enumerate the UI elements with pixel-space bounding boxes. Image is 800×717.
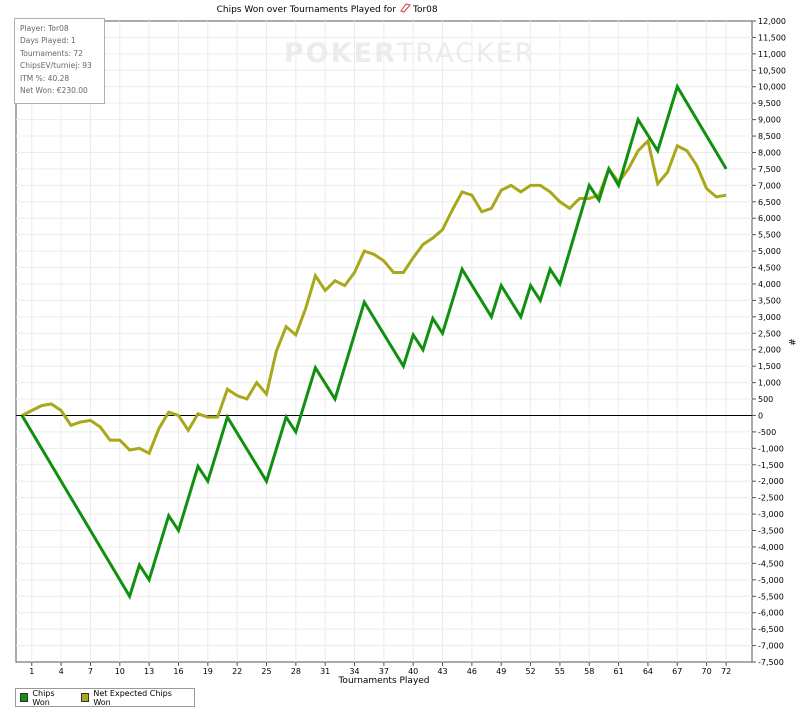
info-player: Player: Tor08 — [20, 24, 69, 33]
x-tick-label: 64 — [643, 667, 653, 676]
x-tick-label: 7 — [88, 667, 93, 676]
x-tick-label: 22 — [232, 667, 242, 676]
legend-swatch-net-expected — [80, 693, 90, 702]
x-tick-label: 4 — [59, 667, 64, 676]
legend: Chips Won Net Expected Chips Won — [15, 688, 195, 707]
y-tick-label: -2,500 — [758, 494, 784, 503]
title-player-icon — [400, 3, 411, 13]
x-tick-label: 55 — [555, 667, 565, 676]
legend-label-net-expected: Net Expected Chips Won — [93, 688, 172, 707]
y-axis-label: # — [786, 338, 796, 346]
x-tick-label: 52 — [525, 667, 535, 676]
x-tick-label: 40 — [408, 667, 418, 676]
x-tick-label: 70 — [702, 667, 712, 676]
info-chips-ev: ChipsEV/turniej: 93 — [20, 61, 92, 71]
y-tick-label: -7,500 — [758, 658, 784, 667]
x-tick-label: 1 — [29, 667, 34, 676]
y-tick-label: 12,000 — [758, 17, 786, 26]
y-tick-label: -1,500 — [758, 461, 784, 470]
y-axis-ticks: -7,500 -7,000 -6,500 -6,000 -5,500 -5,000 -4,5… — [752, 17, 786, 667]
y-tick-label: 3,500 — [758, 296, 781, 305]
y-tick-label: -1,000 — [758, 444, 784, 453]
info-tournaments: Tournaments: 72 — [20, 48, 83, 58]
y-tick-label: -2,000 — [758, 477, 784, 486]
legend-item-chips-won: Chips Won — [20, 689, 71, 707]
info-net-won: Net Won: €230.00 — [20, 86, 88, 96]
x-tick-label: 31 — [320, 667, 330, 676]
y-tick-label: -6,500 — [758, 625, 784, 634]
chart-title: Chips Won over Tournaments Played for — [217, 5, 397, 15]
x-tick-label: 16 — [173, 667, 183, 676]
x-tick-label: 25 — [261, 667, 271, 676]
y-tick-label: -7,000 — [758, 642, 784, 651]
x-tick-label: 61 — [613, 667, 623, 676]
y-tick-label: 2,500 — [758, 329, 781, 338]
y-tick-label: 1,500 — [758, 362, 781, 371]
y-tick-label: -4,000 — [758, 543, 784, 552]
y-tick-label: 8,000 — [758, 148, 781, 157]
y-tick-label: 11,000 — [758, 50, 786, 59]
chart-title-player: Tor08 — [412, 5, 438, 15]
y-tick-label: 9,500 — [758, 99, 781, 108]
y-tick-label: -6,000 — [758, 609, 784, 618]
y-tick-label: 8,500 — [758, 132, 781, 141]
legend-item-net-expected: Net Expected Chips Won — [80, 688, 184, 707]
legend-swatch-chips-won — [20, 693, 29, 702]
y-tick-label: 4,000 — [758, 280, 781, 289]
x-tick-label: 19 — [203, 667, 213, 676]
x-tick-label: 43 — [437, 667, 447, 676]
x-tick-label: 10 — [115, 667, 125, 676]
x-axis-label: Tournaments Played — [337, 676, 429, 686]
series-chips-won-line — [20, 83, 728, 600]
y-tick-label: 10,000 — [758, 83, 786, 92]
y-tick-label: -3,000 — [758, 510, 784, 519]
y-tick-label: -3,500 — [758, 527, 784, 536]
x-tick-label: 46 — [467, 667, 477, 676]
x-tick-label: 72 — [721, 667, 731, 676]
y-tick-label: 0 — [758, 411, 763, 420]
x-tick-label: 49 — [496, 667, 506, 676]
y-tick-label: 3,000 — [758, 313, 781, 322]
series-lines — [20, 83, 728, 600]
x-tick-label: 13 — [144, 667, 154, 676]
y-tick-label: -500 — [758, 428, 776, 437]
x-tick-label: 37 — [379, 667, 389, 676]
legend-label-chips-won: Chips Won — [32, 688, 55, 707]
y-tick-label: 5,500 — [758, 231, 781, 240]
y-tick-label: 6,500 — [758, 198, 781, 207]
y-tick-label: 9,000 — [758, 116, 781, 125]
y-tick-label: 6,000 — [758, 214, 781, 223]
y-tick-label: -4,500 — [758, 559, 784, 568]
x-tick-label: 28 — [291, 667, 301, 676]
y-tick-label: 7,000 — [758, 181, 781, 190]
grid-lines — [16, 21, 752, 662]
x-tick-label: 34 — [349, 667, 359, 676]
y-tick-label: 10,500 — [758, 66, 786, 75]
y-tick-label: 7,500 — [758, 165, 781, 174]
y-tick-label: 5,000 — [758, 247, 781, 256]
y-tick-label: 1,000 — [758, 379, 781, 388]
y-tick-label: 2,000 — [758, 346, 781, 355]
y-tick-label: 11,500 — [758, 33, 786, 42]
pokertracker-watermark-logo: POKERTRACKER — [284, 38, 536, 69]
y-tick-label: 500 — [758, 395, 773, 404]
y-tick-label: 4,500 — [758, 264, 781, 273]
x-tick-label: 67 — [672, 667, 682, 676]
x-axis-ticks: 1 4 7 10 13 16 19 22 25 28 31 34 37 40 43 46 49 52 55 58 61 6… — [29, 662, 731, 676]
info-days-played: Days Played: 1 — [20, 36, 76, 46]
y-tick-label: -5,000 — [758, 576, 784, 585]
y-tick-label: -5,500 — [758, 592, 784, 601]
player-info-box: Player: Tor08 Days Played: 1 Tournaments… — [14, 18, 105, 104]
x-tick-label: 58 — [584, 667, 594, 676]
info-itm: ITM %: 40.28 — [20, 73, 70, 83]
